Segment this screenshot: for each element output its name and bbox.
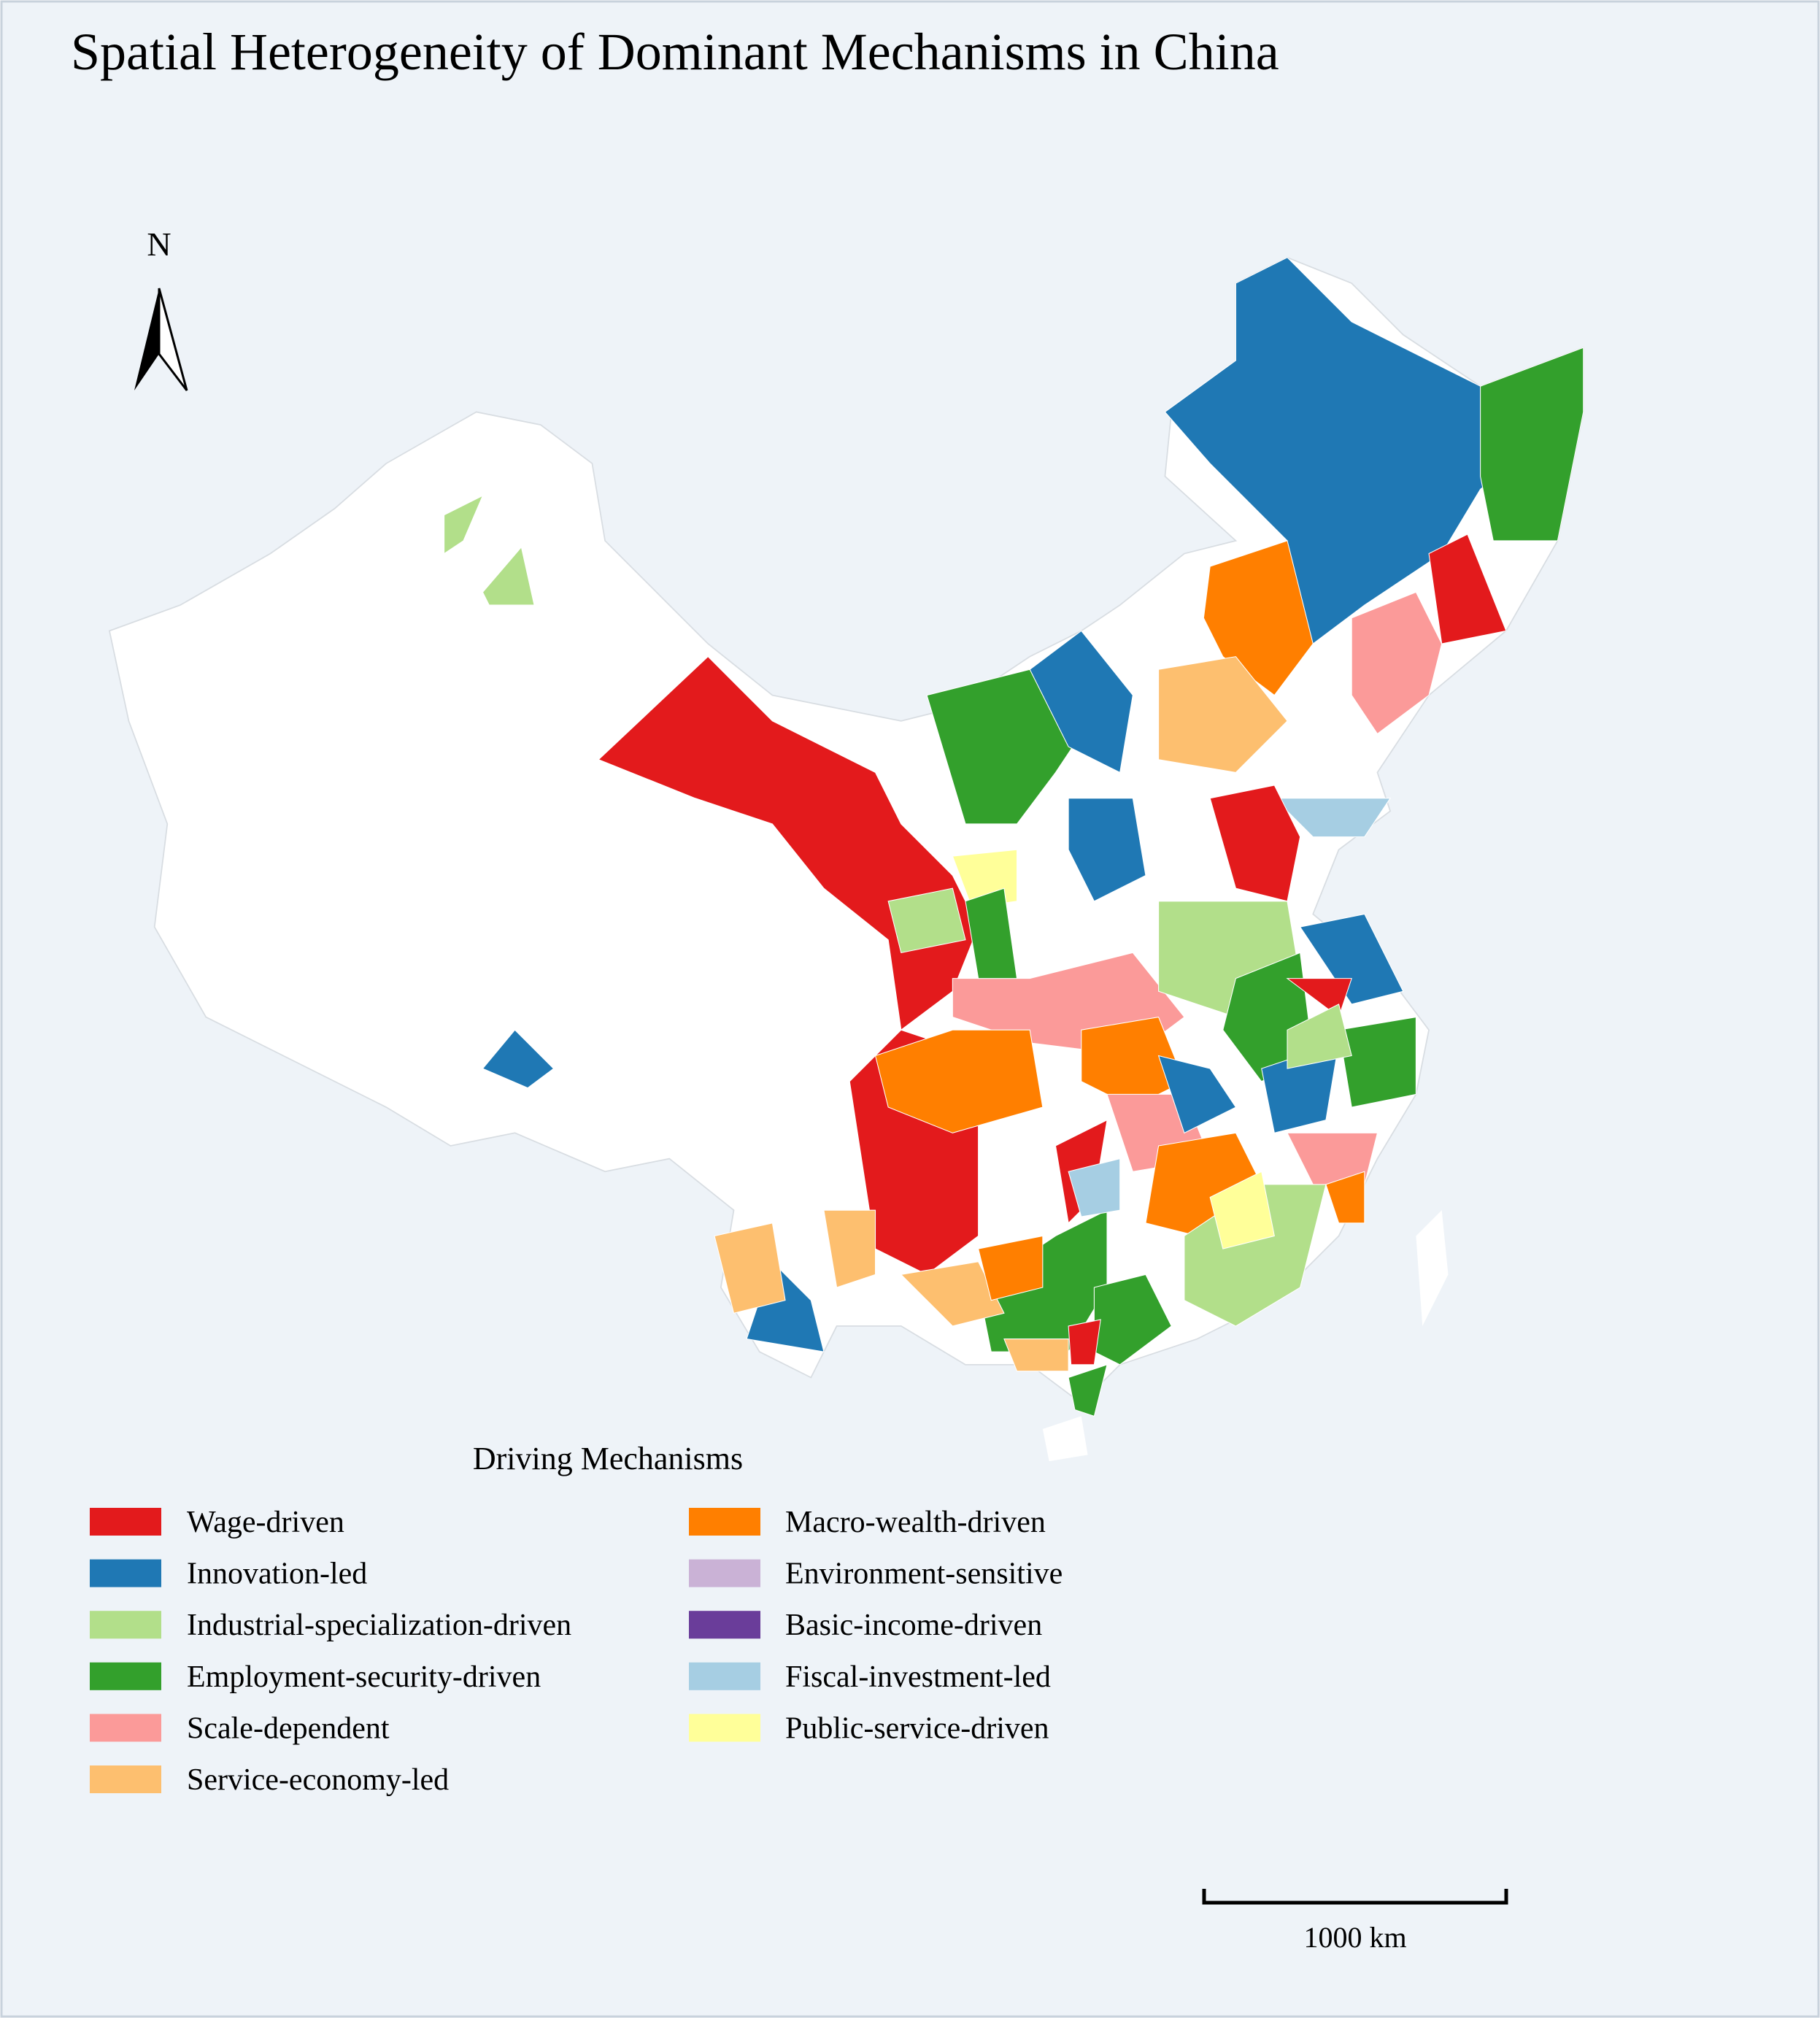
map-title: Spatial Heterogeneity of Dominant Mechan… (71, 23, 1279, 81)
region (1157, 1055, 1237, 1134)
region (482, 546, 535, 606)
region (1003, 1339, 1069, 1372)
region (977, 1235, 1044, 1301)
legend-label: Public-service-driven (785, 1711, 1049, 1745)
north-label: N (147, 226, 171, 263)
region (965, 887, 1018, 979)
legend-swatch (90, 1662, 161, 1690)
legend-label: Scale-dependent (187, 1711, 390, 1745)
island (1042, 1416, 1088, 1462)
region (900, 1261, 1005, 1327)
legend-swatch (689, 1508, 760, 1536)
legend-swatch (689, 1611, 760, 1639)
legend-swatch (689, 1714, 760, 1742)
map-area (108, 256, 1584, 1462)
region (1209, 1171, 1275, 1249)
legend-label: Macro-wealth-driven (785, 1506, 1046, 1539)
legend: Wage-driven Innovation-led Industrial-spec… (90, 1506, 1063, 1797)
legend-title: Driving Mechanisms (473, 1441, 743, 1476)
region (874, 1029, 1044, 1133)
region (444, 495, 484, 555)
region (1068, 1158, 1121, 1217)
legend-swatch (90, 1559, 161, 1587)
legend-swatch (90, 1765, 161, 1793)
legend-label: Industrial-specialization-driven (187, 1609, 571, 1642)
scale-bar-label: 1000 km (1303, 1921, 1406, 1954)
legend-swatch (90, 1714, 161, 1742)
region (1209, 785, 1301, 902)
legend-label: Employment-security-driven (187, 1660, 541, 1694)
region (1428, 534, 1507, 644)
legend-label: Wage-driven (187, 1506, 344, 1539)
legend-swatch (689, 1559, 760, 1587)
region (1068, 1319, 1101, 1366)
north-arrow (134, 288, 188, 391)
region (1287, 1004, 1352, 1069)
region (1480, 347, 1584, 542)
region (714, 1222, 786, 1314)
region (598, 655, 979, 1031)
region (1351, 591, 1443, 735)
region (1068, 798, 1146, 902)
region (1158, 656, 1288, 773)
region (1325, 1171, 1365, 1224)
region (482, 1029, 555, 1089)
legend-label: Basic-income-driven (785, 1609, 1042, 1642)
legend-swatch (90, 1508, 161, 1536)
region (887, 887, 966, 953)
scale-bar (1202, 1889, 1508, 1905)
region (1068, 1364, 1108, 1417)
region (1029, 630, 1133, 774)
region (1338, 1016, 1416, 1108)
legend-swatch (90, 1611, 161, 1639)
region (1203, 540, 1314, 696)
legend-label: Environment-sensitive (785, 1557, 1063, 1591)
legend-label: Fiscal-investment-led (785, 1660, 1051, 1694)
legend-swatch (689, 1662, 760, 1690)
island (1416, 1210, 1449, 1326)
legend-label: Innovation-led (187, 1557, 367, 1591)
legend-label: Service-economy-led (187, 1763, 449, 1797)
region (1273, 798, 1392, 838)
region (823, 1209, 876, 1288)
